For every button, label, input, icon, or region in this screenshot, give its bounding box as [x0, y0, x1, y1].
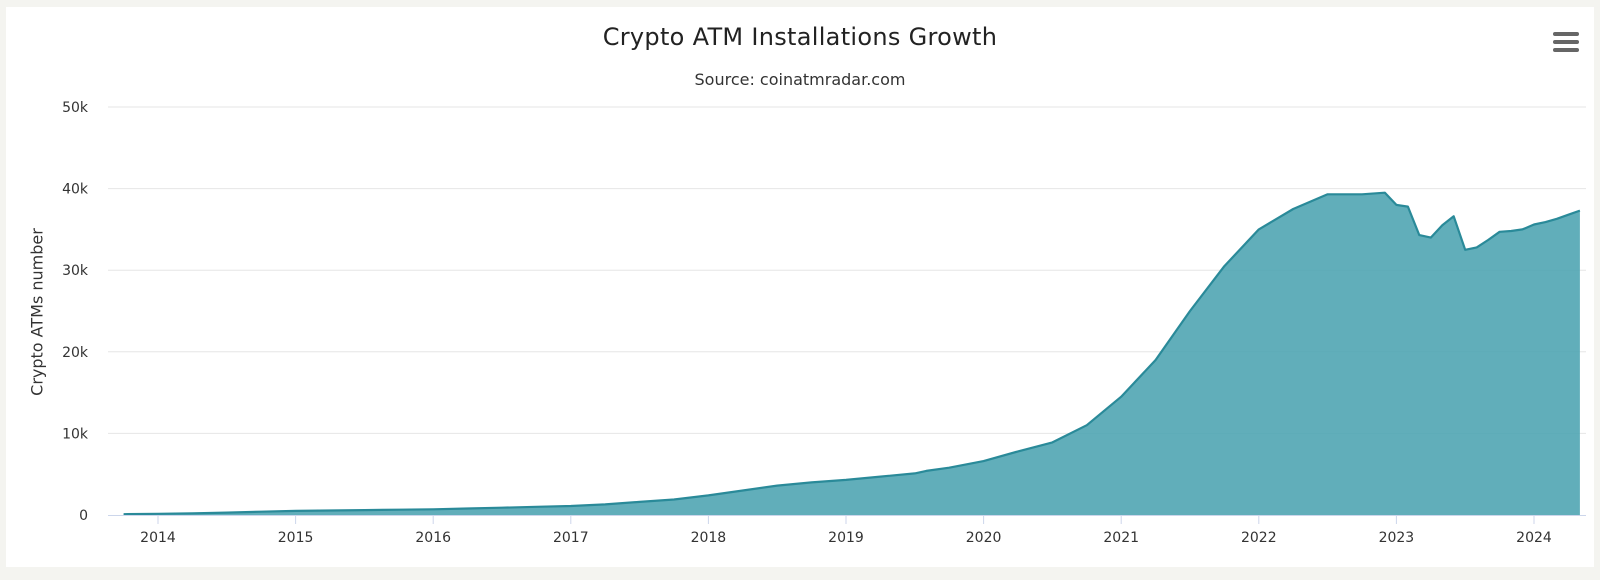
- y-tick-label: 50k: [62, 100, 89, 116]
- x-tick-label: 2021: [1103, 530, 1139, 546]
- x-tick-label: 2018: [691, 530, 727, 546]
- y-axis: 0 10k 20k 30k 40k 50k: [62, 100, 89, 524]
- y-tick-label: 10k: [62, 426, 89, 442]
- y-tick-label: 30k: [62, 263, 89, 279]
- x-tick-label: 2016: [415, 530, 451, 546]
- hamburger-icon: [1553, 32, 1579, 36]
- chart-title: Crypto ATM Installations Growth: [602, 23, 998, 51]
- x-tick-label: 2015: [278, 530, 314, 546]
- y-tick-label: 20k: [62, 345, 89, 361]
- x-tick-label: 2020: [966, 530, 1002, 546]
- y-tick-label: 40k: [62, 182, 89, 198]
- chart-menu-button[interactable]: [1552, 29, 1580, 55]
- y-tick-label: 0: [79, 508, 88, 524]
- x-tick-label: 2023: [1379, 530, 1415, 546]
- x-tick-label: 2014: [140, 530, 176, 546]
- x-tick-label: 2019: [828, 530, 864, 546]
- series-line[interactable]: [123, 191, 1581, 516]
- area-fill[interactable]: [123, 192, 1580, 515]
- x-tick-label: 2024: [1516, 530, 1552, 546]
- x-tick-label: 2017: [553, 530, 589, 546]
- x-axis: 2014 2015 2016 2017 2018 2019 2020 2021 2022 2023…: [108, 515, 1586, 546]
- y-axis-title: Crypto ATMs number: [27, 228, 47, 396]
- area-series[interactable]: [123, 191, 1581, 516]
- grid-lines: [108, 106, 1586, 434]
- x-tick-label: 2022: [1241, 530, 1277, 546]
- chart-subtitle: Source: coinatmradar.com: [694, 70, 906, 89]
